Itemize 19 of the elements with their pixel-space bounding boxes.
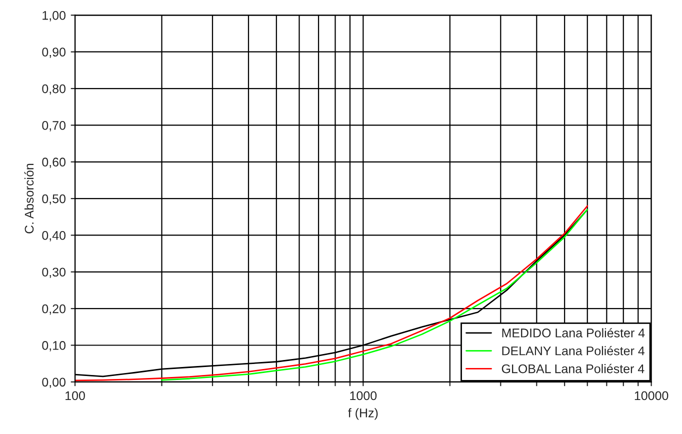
x-tick-label: 1000 bbox=[350, 391, 377, 400]
y-tick-label: 0,00 bbox=[42, 378, 66, 388]
y-tick-label: 0,90 bbox=[42, 48, 66, 58]
legend-label: DELANY Lana Poliéster 4 bbox=[502, 346, 644, 356]
y-tick-label: 0,70 bbox=[42, 121, 66, 132]
y-tick-label: 0,40 bbox=[42, 231, 66, 242]
y-tick-label: 0,60 bbox=[42, 158, 66, 168]
legend-label: MEDIDO Lana Poliéster 4 bbox=[502, 328, 645, 338]
legend-label: GLOBAL Lana Poliéster 4 bbox=[502, 364, 644, 374]
y-tick-label: 0,10 bbox=[42, 341, 66, 352]
y-tick-label: 1,00 bbox=[42, 10, 66, 22]
x-axis-title: f (Hz) bbox=[348, 408, 378, 420]
y-tick-label: 0,30 bbox=[42, 268, 66, 278]
x-tick-label: 100 bbox=[66, 391, 85, 400]
y-tick-label: 0,50 bbox=[42, 194, 66, 205]
y-tick-label: 0,80 bbox=[42, 84, 66, 95]
y-axis-title: C. Absorción bbox=[24, 164, 34, 234]
x-tick-label: 10000 bbox=[634, 391, 668, 400]
y-tick-label: 0,20 bbox=[42, 304, 66, 315]
